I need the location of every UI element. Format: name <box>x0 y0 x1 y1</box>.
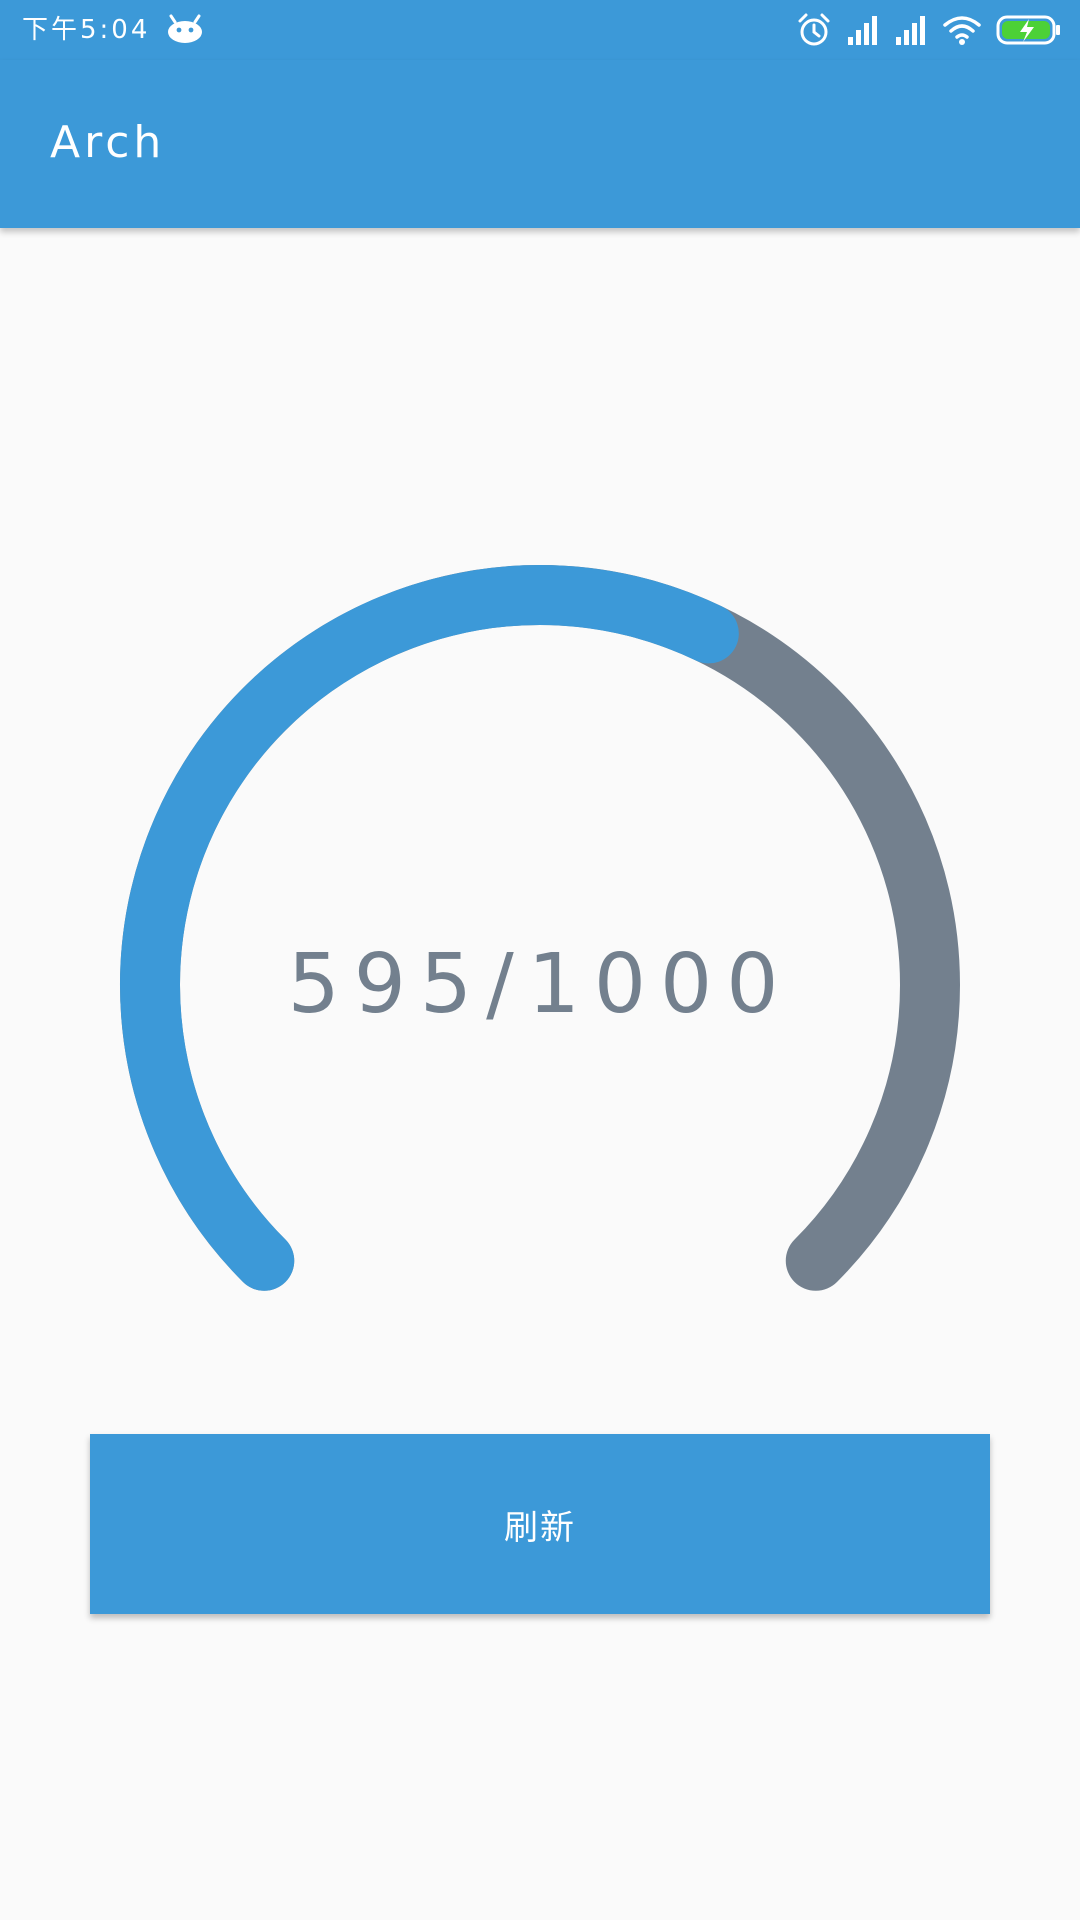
status-time: 下午5:04 <box>22 15 151 45</box>
gauge-value-label: 595/1000 <box>287 937 793 1032</box>
app-bar: Arch <box>0 60 1080 228</box>
gauge-progress-arc <box>120 565 739 1291</box>
alarm-icon <box>798 13 830 46</box>
signal-icon <box>848 16 877 45</box>
status-bar: 下午5:04 <box>0 0 1080 60</box>
wifi-icon <box>943 16 981 45</box>
status-icons <box>796 10 1062 50</box>
signal-icon <box>896 16 925 45</box>
android-debug-icon <box>168 14 202 43</box>
refresh-button[interactable]: 刷新 <box>90 1434 990 1614</box>
app-title: Arch <box>50 117 166 168</box>
battery-charging-icon <box>996 15 1060 45</box>
